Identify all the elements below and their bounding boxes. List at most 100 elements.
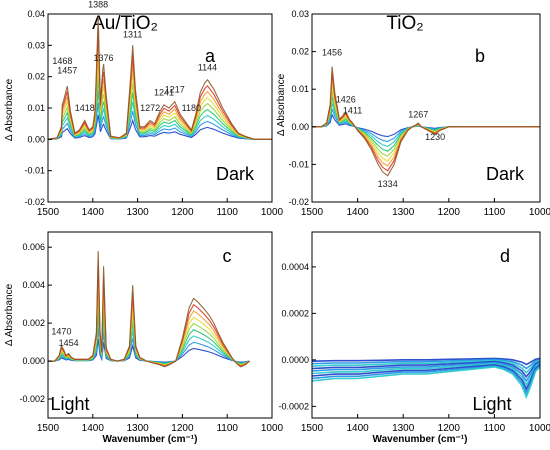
y-tick-label: 0.002 [22, 318, 45, 328]
panel-a-y-label: Δ Absorbance [4, 78, 15, 141]
panel-d: d Light Wavenumber (cm⁻¹) 1500 1400 1300 12… [278, 231, 550, 445]
panel-c-letter: c [223, 246, 232, 266]
x-tick-label: 1500 [301, 423, 324, 434]
y-tick-label: -0.002 [19, 394, 45, 404]
peak-label: 1217 [165, 84, 185, 94]
y-tick-label: -0.0002 [278, 401, 309, 411]
y-tick-label: 0.0000 [281, 355, 309, 365]
y-tick-label: 0.00 [27, 134, 45, 144]
y-tick-label: 0.02 [291, 47, 309, 57]
peak-label: 1388 [88, 0, 108, 10]
peak-label: 1468 [52, 56, 72, 66]
spectrum-line-a-8 [48, 29, 272, 140]
peak-label: 1457 [57, 66, 77, 76]
panel-c-y-label: Δ Absorbance [4, 283, 15, 346]
panel-b-condition: Dark [486, 164, 525, 184]
x-tick-label: 1400 [82, 207, 105, 218]
y-tick-label: 0.01 [291, 84, 309, 94]
spectrum-line-d-1 [312, 357, 540, 366]
x-tick-label: 1000 [261, 423, 284, 434]
x-tick-label: 1000 [529, 207, 550, 218]
y-tick-label: -0.02 [288, 197, 309, 207]
x-tick-label: 1200 [171, 207, 194, 218]
y-tick-label: -0.01 [24, 166, 45, 176]
x-tick-label: 1100 [216, 423, 238, 434]
panel-c-x-label: Wavenumber (cm⁻¹) [103, 434, 198, 445]
x-tick-label: 1100 [484, 423, 506, 434]
peak-label: 1334 [378, 179, 398, 189]
x-tick-label: 1100 [484, 207, 506, 218]
spectrum-line-a-2 [48, 102, 272, 140]
x-tick-label: 1400 [346, 423, 369, 434]
spectrum-line-a-4 [48, 78, 272, 140]
panel-b-frame [311, 13, 541, 203]
spectrum-line-b-9 [312, 66, 540, 177]
peak-label: 1470 [51, 326, 71, 336]
spectrum-line-a-3 [48, 90, 272, 140]
x-tick-label: 1300 [126, 423, 149, 434]
panel-a: Au/TiO₂ a Dark Δ Absorbance 1500 1400 1300… [4, 0, 284, 218]
spectrum-line-d-2 [312, 358, 540, 370]
spectrum-line-d-7 [312, 363, 540, 391]
spectrum-line-c-9 [48, 250, 250, 368]
y-tick-label: 0.0004 [281, 262, 309, 272]
peak-label: 1454 [59, 338, 79, 348]
x-tick-label: 1200 [438, 423, 461, 434]
panel-d-condition: Light [472, 394, 511, 414]
panel-a-title: Au/TiO₂ [92, 13, 158, 34]
x-tick-label: 1300 [126, 207, 149, 218]
x-tick-label: 1300 [392, 423, 415, 434]
peak-label: 1272 [140, 103, 160, 113]
y-tick-label: 0.006 [22, 242, 45, 252]
x-tick-label: 1500 [37, 207, 60, 218]
panel-a-letter: a [205, 46, 216, 66]
spectrum-line-a-9 [48, 17, 272, 140]
spectrum-line-d-4 [312, 360, 540, 378]
x-tick-label: 1100 [216, 207, 238, 218]
x-tick-label: 1400 [82, 423, 105, 434]
panel-b-y-label: Δ Absorbance [276, 73, 287, 136]
y-tick-label: 0.03 [27, 40, 45, 50]
y-tick-label: 0.02 [27, 72, 45, 82]
y-tick-label: -0.02 [24, 197, 45, 207]
peak-label: 1418 [75, 103, 95, 113]
panel-b-spectra [312, 66, 540, 177]
x-tick-label: 1500 [37, 423, 60, 434]
y-tick-label: 0.000 [22, 356, 45, 366]
panel-b-letter: b [475, 46, 485, 66]
panel-b: TiO₂ b Dark Δ Absorbance 1500 1400 1300 120… [276, 9, 550, 218]
panel-b-title: TiO₂ [386, 13, 423, 34]
panel-a-condition: Dark [216, 164, 255, 184]
peak-label: 1241 [154, 87, 174, 97]
peak-label: 1376 [94, 53, 114, 63]
y-tick-label: -0.01 [288, 159, 309, 169]
x-tick-label: 1400 [346, 207, 369, 218]
y-tick-label: 0.04 [27, 9, 45, 19]
panel-c-frame [47, 231, 273, 419]
y-tick-label: 0.00 [291, 122, 309, 132]
spectrum-line-c-7 [48, 272, 250, 367]
peak-label: 1426 [336, 94, 356, 104]
peak-label: 1230 [425, 132, 445, 142]
spectrum-line-a-7 [48, 41, 272, 140]
panel-d-letter: d [500, 246, 510, 266]
x-tick-label: 1000 [529, 423, 550, 434]
panel-d-x-label: Wavenumber (cm⁻¹) [373, 434, 468, 445]
peak-label: 1456 [322, 47, 342, 57]
panel-a-spectra [48, 17, 272, 140]
peak-label: 1180 [182, 103, 201, 113]
x-tick-label: 1200 [171, 423, 194, 434]
x-tick-label: 1300 [392, 207, 415, 218]
x-tick-label: 1200 [438, 207, 461, 218]
spectrum-line-a-1 [48, 114, 272, 140]
peak-label: 1411 [343, 106, 362, 116]
y-tick-label: 0.01 [27, 103, 45, 113]
y-tick-label: 0.03 [291, 9, 309, 19]
spectrum-line-d-9 [312, 366, 540, 400]
y-tick-label: 0.0002 [281, 308, 309, 318]
peak-label: 1144 [198, 62, 217, 72]
y-tick-label: 0.004 [22, 280, 45, 290]
panel-d-spectra [312, 357, 540, 400]
panel-c-spectra [48, 250, 250, 368]
